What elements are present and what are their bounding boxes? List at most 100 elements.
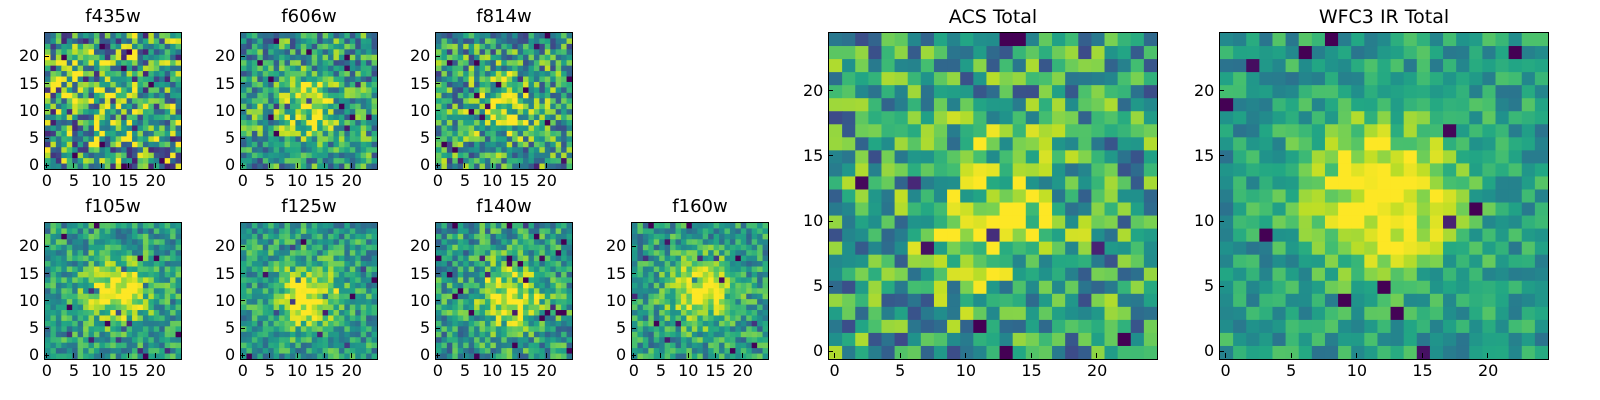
heatmap-cell <box>1104 241 1119 256</box>
heatmap-cell <box>306 282 313 289</box>
heatmap-cell <box>333 326 340 333</box>
heatmap-cell <box>746 320 753 327</box>
heatmap-cell <box>306 348 313 355</box>
heatmap-cell <box>317 54 324 61</box>
heatmap-cell <box>246 76 253 83</box>
heatmap-cell <box>474 125 481 132</box>
heatmap-cell <box>907 228 922 243</box>
heatmap-cell <box>490 136 497 143</box>
heatmap-cell <box>973 111 988 125</box>
heatmap-cell <box>137 223 144 230</box>
heatmap-cell <box>746 337 753 344</box>
heatmap-cell <box>175 136 181 143</box>
heatmap-cell <box>452 266 459 273</box>
heatmap-cell <box>436 158 443 165</box>
heatmap-cell <box>66 315 73 322</box>
heatmap-cell <box>126 87 133 94</box>
heatmap-cell <box>268 98 275 105</box>
heatmap-cell <box>474 271 481 278</box>
heatmap-cell <box>170 87 177 94</box>
heatmap-cell <box>533 163 540 169</box>
heatmap-cell <box>1078 189 1092 204</box>
heatmap-cell <box>642 261 649 268</box>
heatmap-cell <box>713 304 720 311</box>
heatmap-cell <box>441 326 448 333</box>
heatmap-cell <box>246 228 253 235</box>
heatmap-cell <box>855 33 869 47</box>
heatmap-cell <box>142 233 149 240</box>
heatmap-cell <box>746 255 753 262</box>
heatmap-cell <box>697 271 704 278</box>
heatmap-cell <box>648 304 655 311</box>
heatmap-cell <box>637 239 644 246</box>
heatmap-cell <box>751 266 758 273</box>
heatmap-cell <box>328 228 335 235</box>
heatmap-cell <box>170 60 177 67</box>
heatmap-cell <box>474 288 481 295</box>
panel-f435w: f435w 0 5 10 15 20 0 5 10 15 20 <box>19 6 182 189</box>
heatmap-cell <box>50 163 57 169</box>
heatmap-cell <box>295 54 302 61</box>
heatmap-cell <box>484 261 491 268</box>
heatmap-cell <box>317 141 324 148</box>
heatmap-cell <box>868 124 883 138</box>
heatmap-cell <box>528 310 535 317</box>
heatmap-cell <box>561 266 568 273</box>
heatmap-cell <box>268 136 275 143</box>
heatmap-cell <box>142 288 149 295</box>
heatmap-cell <box>555 293 562 300</box>
heatmap-cell <box>306 33 313 40</box>
heatmap-cell <box>1012 254 1027 269</box>
panel-f125w: f125w 0 5 10 15 20 0 5 10 15 20 <box>215 196 378 379</box>
heatmap-cell <box>175 277 181 284</box>
heatmap-cell <box>159 223 166 230</box>
heatmap-cell <box>528 103 535 110</box>
heatmap-cell <box>1143 228 1157 243</box>
heatmap-cell <box>452 92 459 99</box>
heatmap-cell <box>691 337 698 344</box>
heatmap-cell <box>322 353 329 359</box>
heatmap-cell <box>338 120 345 127</box>
heatmap-cell <box>88 71 95 78</box>
heatmap-cell <box>746 266 753 273</box>
heatmap-cell <box>317 109 324 116</box>
heatmap-cell <box>349 255 356 262</box>
heatmap-cell <box>708 293 715 300</box>
heatmap-cell <box>1078 163 1092 178</box>
heatmap-cell <box>539 152 546 159</box>
heatmap-cell <box>1025 163 1040 178</box>
heatmap-cell <box>457 266 464 273</box>
heatmap-cell <box>1025 241 1040 256</box>
heatmap-cell <box>77 239 84 246</box>
heatmap-cell <box>289 310 296 317</box>
heatmap-cell <box>659 244 666 251</box>
heatmap-cell <box>544 228 551 235</box>
heatmap-cell <box>561 114 568 121</box>
heatmap-cell <box>555 239 562 246</box>
heatmap-cell <box>642 250 649 257</box>
heatmap-cell <box>246 255 253 262</box>
heatmap-cell <box>1130 124 1145 138</box>
heatmap-cell <box>355 310 362 317</box>
heatmap-cell <box>246 293 253 300</box>
heatmap-cell <box>517 293 524 300</box>
heatmap-cell <box>436 315 443 322</box>
heatmap-cell <box>164 141 171 148</box>
heatmap-cell <box>1091 46 1106 60</box>
heatmap-cell <box>322 266 329 273</box>
heatmap-cell <box>528 223 535 230</box>
heatmap-cell <box>659 223 666 230</box>
heatmap-cell <box>697 277 704 284</box>
heatmap-cell <box>300 326 307 333</box>
heatmap-cell <box>322 136 329 143</box>
heatmap-cell <box>110 299 117 306</box>
heatmap-cell <box>1038 98 1053 112</box>
heatmap-cell <box>446 120 453 127</box>
heatmap-cell <box>441 342 448 349</box>
heatmap-cell <box>855 46 869 60</box>
heatmap-cell <box>686 326 693 333</box>
heatmap-cell <box>137 310 144 317</box>
heatmap-cell <box>474 71 481 78</box>
heatmap-cell <box>132 271 139 278</box>
heatmap-cell <box>457 271 464 278</box>
